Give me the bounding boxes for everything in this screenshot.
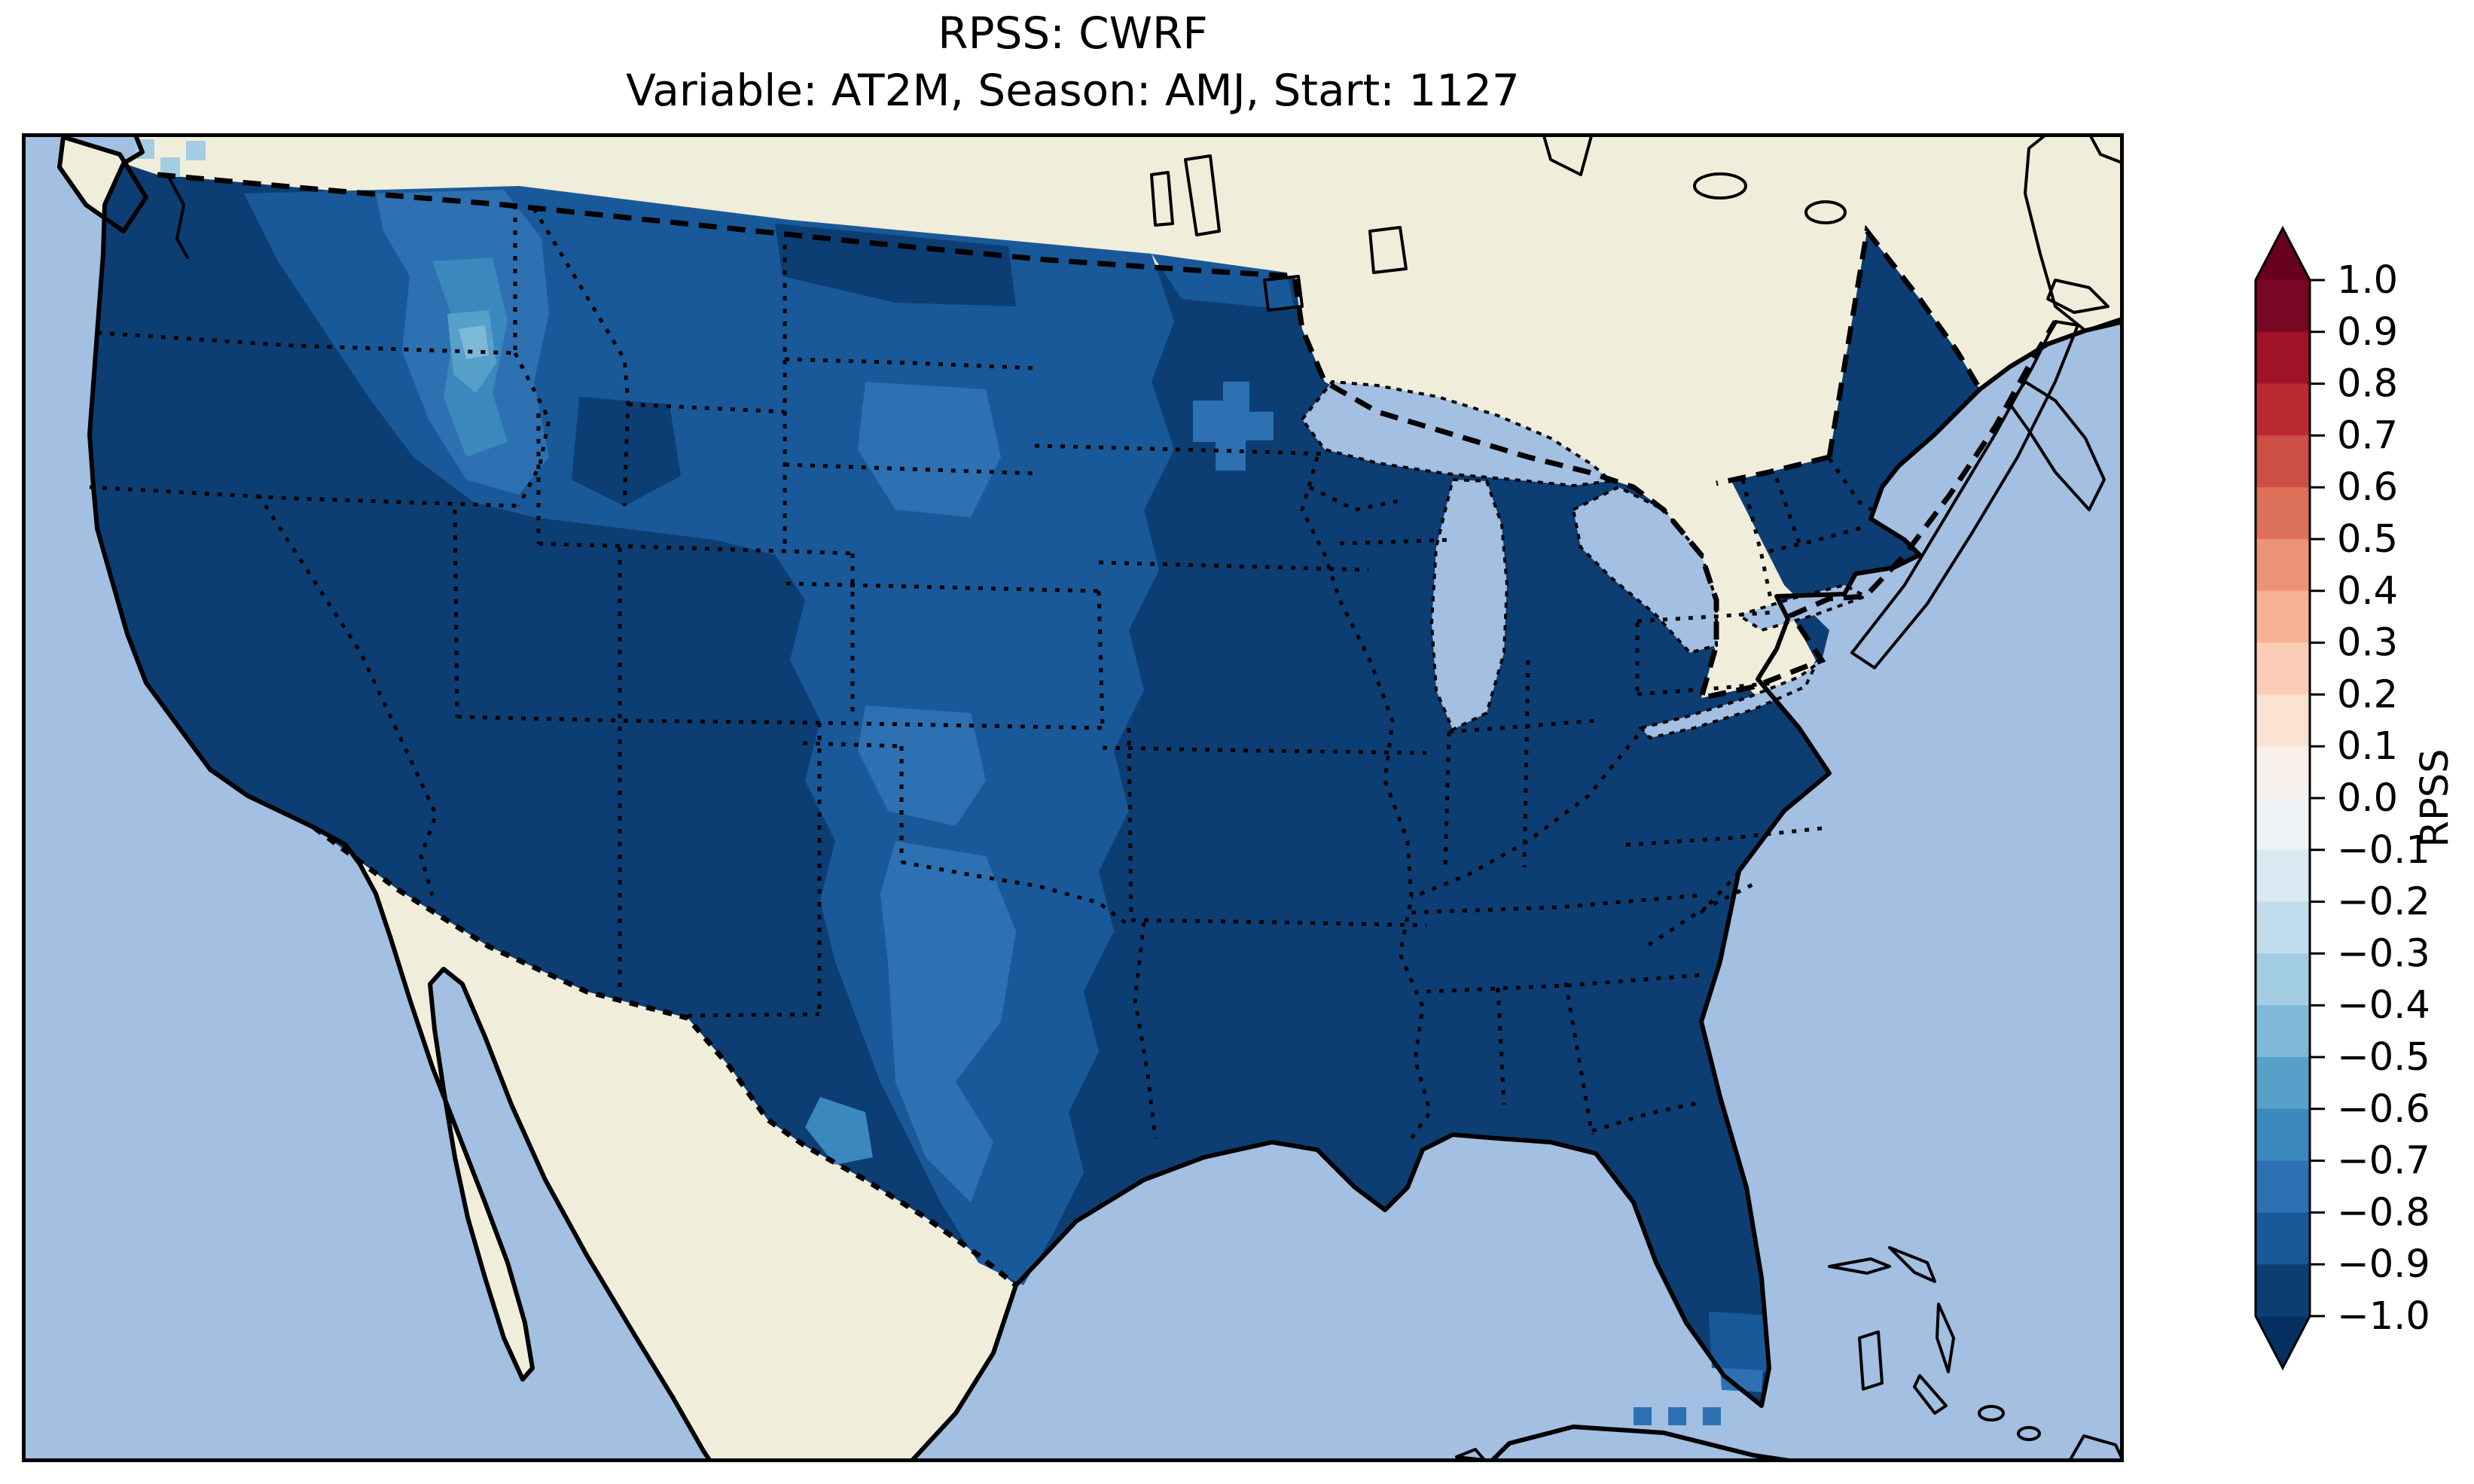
colorbar-bin (2256, 694, 2310, 747)
colorbar-bin (2256, 1264, 2310, 1317)
colorbar-tick-label: −0.8 (2337, 1190, 2430, 1235)
conus-map (22, 133, 2124, 1462)
rpss-cell-strait-3 (186, 141, 206, 160)
rpss-cell-keys-1 (1634, 1407, 1652, 1425)
colorbar-tick-label: 0.9 (2337, 310, 2398, 355)
bahamas-eleuthera (1936, 1303, 1955, 1373)
colorbar-tick-label: 0.1 (2337, 724, 2398, 769)
colorbar-tick-label: −0.2 (2337, 880, 2430, 925)
colorbar-tick-label: −1.0 (2337, 1294, 2430, 1339)
map-panel (22, 133, 2124, 1462)
rpss-patch-dakotas (858, 382, 1001, 517)
quebec-lake-1 (1693, 172, 1747, 200)
colorbar-tick-label: −0.4 (2337, 983, 2430, 1028)
colorbar-bins (2256, 280, 2310, 1317)
colorbar-tick-label: 0.8 (2337, 362, 2398, 407)
rpss-spot-bigbend (805, 1097, 873, 1165)
lake-nipigon (1368, 226, 1408, 274)
colorbar-bin (2256, 1057, 2310, 1110)
bahamas-andros (1858, 1330, 1884, 1391)
bahamas-abaco (1888, 1246, 1936, 1283)
colorbar-bin (2256, 280, 2310, 333)
colorbar-bin (2256, 746, 2310, 799)
colorbar-bin (2256, 849, 2310, 903)
colorbar-bin (2256, 487, 2310, 540)
rpss-cell-keys-3 (1703, 1407, 1721, 1425)
colorbar-tick-label: 0.6 (2337, 465, 2398, 510)
cuba (1488, 1425, 1801, 1462)
rpss-cross-minnesota (1193, 382, 1274, 471)
rpss-patch-panhandle (858, 705, 986, 826)
colorbar-bin (2256, 1160, 2310, 1214)
rpss-cell-keys-2 (1668, 1407, 1686, 1425)
colorbar-bin (2256, 539, 2310, 592)
newfoundland-corner (2088, 133, 2124, 165)
rpss-cells-florida-tip (1709, 1312, 1768, 1372)
lake-of-the-woods (1263, 275, 1304, 312)
colorbar-tick-label: −0.9 (2337, 1242, 2430, 1287)
colorbar-tick-label: −0.1 (2337, 828, 2430, 873)
rpss-dark-sw-montana (572, 397, 681, 506)
colorbar-tick-label: −0.5 (2337, 1035, 2430, 1080)
prince-edward-island (2046, 279, 2109, 314)
colorbar-bin (2256, 901, 2310, 955)
nova-scotia (2009, 380, 2106, 511)
colorbar-tick-label: 0.2 (2337, 672, 2398, 717)
colorbar-bin (2256, 331, 2310, 385)
colorbar-bin (2256, 1212, 2310, 1265)
rpss-cells-florida-tip2 (1720, 1368, 1763, 1392)
colorbar-outline (2254, 225, 2311, 1371)
coastline-vancouver-island (57, 135, 148, 233)
figure-title: RPSS: CWRF Variable: AT2M, Season: AMJ, … (22, 5, 2124, 119)
colorbar-svg: 1.0 0.9 0.8 0.7 0.6 0.5 0.4 0.3 0.2 0.1 0.0 −0.1 −0.… (2254, 225, 2457, 1371)
colorbar-tick-label: −0.7 (2337, 1139, 2430, 1184)
lake-manitoba (1150, 171, 1174, 227)
colorbar-tick-label: 0.7 (2337, 413, 2398, 458)
colorbar-tick-label: 0.4 (2337, 569, 2398, 614)
hispaniola-corner (2067, 1434, 2124, 1462)
lake-winnipeg (1184, 154, 1221, 236)
colorbar-tick-label: −0.3 (2337, 931, 2430, 976)
colorbar-ticks: 1.0 0.9 0.8 0.7 0.6 0.5 0.4 0.3 0.2 0.1 0.0 −0.1 −0.… (2310, 258, 2430, 1339)
us-mexico-border (312, 825, 1018, 1287)
bahamas-grand-bahama (1828, 1257, 1891, 1275)
map-frame (22, 133, 2124, 1462)
colorbar-axis-label: RPSS (2413, 749, 2457, 848)
colorbar-bin (2256, 590, 2310, 644)
quebec-lake-2 (1804, 200, 1847, 224)
colorbar-tick-label: 0.3 (2337, 621, 2398, 666)
colorbar-tick-label: 0.0 (2337, 776, 2398, 821)
colorbar-tick-label: 0.5 (2337, 517, 2398, 562)
colorbar-bin (2256, 435, 2310, 488)
lake-michigan (1429, 477, 1509, 732)
bahamas-islet-1 (1978, 1405, 2005, 1422)
colorbar-bin (2256, 642, 2310, 696)
us-canada-border-maine (1716, 224, 1983, 486)
bahamas-exuma (1913, 1374, 1948, 1415)
gulf-st-lawrence (2024, 133, 2124, 332)
colorbar-bin (2256, 953, 2310, 1006)
colorbar: 1.0 0.9 0.8 0.7 0.6 0.5 0.4 0.3 0.2 0.1 0.0 −0.1 −0.… (2222, 211, 2474, 1385)
title-line-1: RPSS: CWRF (938, 8, 1208, 59)
title-line-2: Variable: AT2M, Season: AMJ, Start: 1127 (626, 65, 1520, 116)
colorbar-extend-under-arrow (2256, 1316, 2310, 1368)
colorbar-bin (2256, 798, 2310, 851)
bahamas-islet-2 (2017, 1426, 2041, 1441)
puget-sound (168, 177, 189, 259)
country-borders (157, 172, 2058, 1287)
james-bay (1542, 133, 1594, 176)
colorbar-tick-label: −0.6 (2337, 1087, 2430, 1132)
colorbar-bin (2256, 383, 2310, 437)
lake-huron (1571, 485, 1718, 655)
us-canada-border (157, 172, 2058, 702)
lake-erie (1638, 663, 1817, 740)
colorbar-bin (2256, 1005, 2310, 1058)
state-borders (89, 205, 1880, 1140)
colorbar-bin (2256, 1108, 2310, 1162)
rpss-patch-central-texas (880, 841, 1016, 1202)
rpss-dark-north-montana (775, 224, 1016, 306)
colorbar-tick-label: 1.0 (2337, 258, 2398, 303)
colorbar-extend-over-arrow (2256, 228, 2310, 280)
